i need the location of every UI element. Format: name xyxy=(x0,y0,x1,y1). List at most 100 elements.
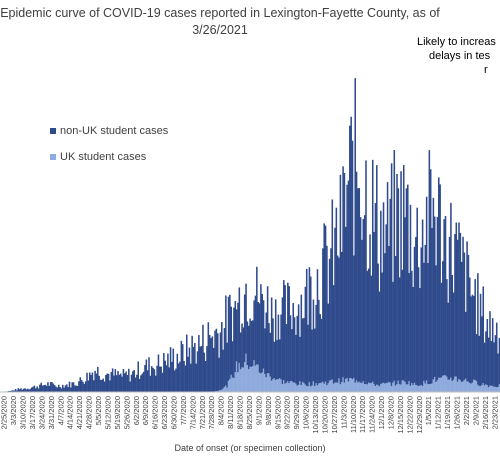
bar-non-uk xyxy=(67,387,69,392)
bar-non-uk xyxy=(129,381,131,392)
bar-non-uk xyxy=(442,261,444,376)
bar-non-uk xyxy=(485,331,487,385)
x-tick-label: 2/16/2021 xyxy=(481,396,490,429)
bar-uk xyxy=(218,390,220,392)
bar-non-uk xyxy=(165,365,168,392)
annotation-line2: delays in tes xyxy=(429,50,491,62)
bar-non-uk xyxy=(149,375,152,392)
bar-uk xyxy=(233,377,235,392)
bar-uk xyxy=(339,384,342,392)
bar-non-uk xyxy=(199,346,202,392)
bar-uk xyxy=(373,384,375,392)
bar-uk xyxy=(455,376,458,392)
bar-uk xyxy=(303,382,305,392)
bar-uk xyxy=(334,382,336,392)
bar-uk xyxy=(249,366,251,392)
x-tick-label: 5/19/2020 xyxy=(113,396,122,429)
bar-non-uk xyxy=(299,336,301,382)
bar-non-uk xyxy=(326,245,328,386)
bar-non-uk xyxy=(171,361,173,392)
bar-non-uk xyxy=(369,234,371,384)
bar-non-uk xyxy=(66,384,68,392)
bar-uk xyxy=(277,379,280,392)
bar-non-uk xyxy=(92,380,95,392)
bar-uk xyxy=(380,383,382,392)
bar-non-uk xyxy=(39,384,41,392)
bar-uk xyxy=(312,381,315,392)
bar-non-uk xyxy=(429,169,432,385)
x-tick-label: 12/15/2020 xyxy=(396,396,405,434)
annotation-line3: r xyxy=(484,64,488,76)
bar-non-uk xyxy=(103,381,106,392)
bar-non-uk xyxy=(380,210,382,384)
bar-non-uk xyxy=(270,297,273,381)
bar-non-uk xyxy=(202,324,204,392)
bar-non-uk xyxy=(44,384,47,392)
bar-non-uk xyxy=(98,375,100,392)
bar-non-uk xyxy=(107,373,110,392)
bar-non-uk xyxy=(206,346,208,392)
bar-non-uk xyxy=(126,374,129,392)
bar-non-uk xyxy=(284,285,286,384)
bar-non-uk xyxy=(52,383,55,392)
bar-non-uk xyxy=(136,374,138,392)
bar-non-uk xyxy=(362,218,365,382)
bar-non-uk xyxy=(177,363,180,392)
bar-uk xyxy=(482,383,485,392)
bar-non-uk xyxy=(245,283,247,354)
bar-uk xyxy=(483,385,486,392)
bar-non-uk xyxy=(340,251,343,383)
bar-non-uk xyxy=(339,174,342,385)
bar-non-uk xyxy=(404,217,406,382)
bar-non-uk xyxy=(17,388,20,392)
bar-non-uk xyxy=(283,280,285,381)
bar-non-uk xyxy=(266,286,269,374)
bar-non-uk xyxy=(247,325,250,370)
bar-uk xyxy=(354,382,356,392)
bar-non-uk xyxy=(133,369,135,392)
bar-non-uk xyxy=(346,184,348,378)
bar-uk xyxy=(378,386,381,392)
bar-uk xyxy=(227,380,230,392)
bar-non-uk xyxy=(243,294,246,363)
bar-non-uk xyxy=(119,373,122,392)
bar-uk xyxy=(448,379,451,392)
bar-uk xyxy=(401,380,404,392)
bar-uk xyxy=(305,385,308,392)
bar-uk xyxy=(262,368,265,392)
bar-non-uk xyxy=(212,347,215,392)
bar-non-uk xyxy=(132,371,134,392)
bar-uk xyxy=(355,380,358,392)
bar-non-uk xyxy=(264,328,266,374)
bar-non-uk xyxy=(292,303,295,383)
bar-non-uk xyxy=(56,387,59,392)
bar-uk xyxy=(485,384,487,392)
bar-non-uk xyxy=(225,295,227,386)
x-tick-label: 6/2/2020 xyxy=(132,396,141,425)
bar-non-uk xyxy=(370,275,373,383)
bar-non-uk xyxy=(318,299,320,384)
bar-uk xyxy=(392,382,394,392)
bar-non-uk xyxy=(36,386,38,392)
bar-uk xyxy=(258,372,261,392)
bar-non-uk xyxy=(386,182,389,383)
bar-non-uk xyxy=(169,347,172,392)
x-tick-label: 9/15/2020 xyxy=(273,396,282,429)
bar-non-uk xyxy=(153,369,156,392)
bar-non-uk xyxy=(363,215,366,385)
bar-uk xyxy=(493,386,495,392)
bar-non-uk xyxy=(60,388,63,392)
bar-non-uk xyxy=(142,371,145,392)
bar-uk xyxy=(276,379,278,392)
x-tick-label: 5/26/2020 xyxy=(122,396,131,429)
bar-non-uk xyxy=(481,316,483,385)
bar-non-uk xyxy=(338,257,340,379)
bar-uk xyxy=(292,382,295,392)
bar-non-uk xyxy=(229,294,231,380)
bar-non-uk xyxy=(140,375,142,392)
bar-uk xyxy=(398,384,401,392)
bar-non-uk xyxy=(18,389,21,392)
bar-non-uk xyxy=(384,253,386,384)
bar-uk xyxy=(412,384,414,392)
bar-non-uk xyxy=(57,384,60,392)
